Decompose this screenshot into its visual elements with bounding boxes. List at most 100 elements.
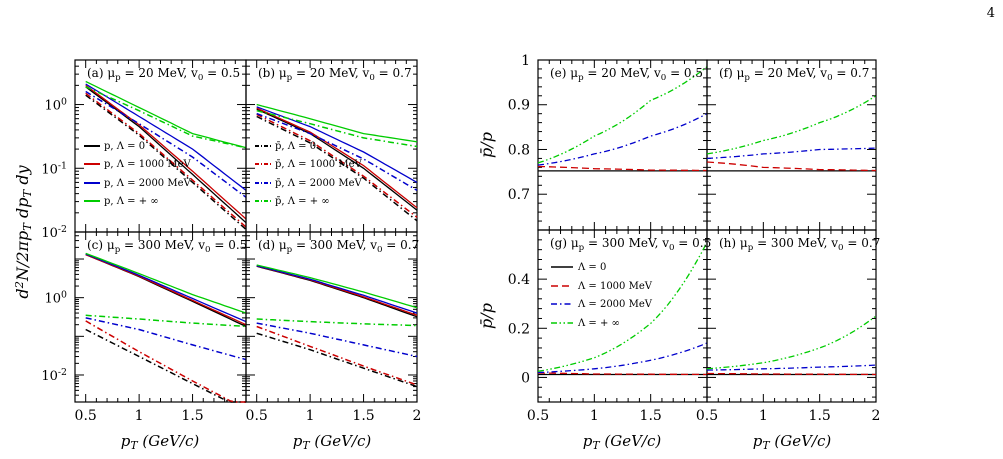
series-line xyxy=(537,165,708,172)
series-line xyxy=(256,109,418,148)
y-tick-label: 10-2​ xyxy=(41,224,67,241)
series-line xyxy=(85,253,247,323)
panel-h: (h) μp​ = 300 MeV, v0​ = 0.7 xyxy=(706,229,880,403)
x-tick-label: 2 xyxy=(413,408,422,424)
panel-frame xyxy=(537,229,708,403)
series-line xyxy=(256,322,418,358)
series-line xyxy=(256,332,418,388)
series-line xyxy=(537,342,708,374)
panel-g: (g) μp​ = 300 MeV, v0​ = 0.5 0 0.2 0.4 xyxy=(508,229,711,403)
panel-frame xyxy=(706,59,877,231)
panel-d: (d) μp​ = 300 MeV, v0​ = 0.7 xyxy=(245,231,419,403)
x-tick-label: 0.5 xyxy=(527,408,549,424)
series-line xyxy=(256,108,418,211)
y-tick-label: 0.7 xyxy=(508,187,530,203)
series-line xyxy=(537,372,708,376)
x-tick-label: 1 xyxy=(135,408,144,424)
y-tick-label: 0 xyxy=(521,370,530,386)
panel-label: (g) μp​ = 300 MeV, v0​ = 0.5 xyxy=(550,236,711,253)
legend-entry: p, Λ = + ∞ xyxy=(84,196,159,207)
legend-label: Λ = 2000 MeV xyxy=(577,299,653,310)
y-axis-label: p̄/p xyxy=(477,303,496,329)
series-line xyxy=(256,264,418,309)
y-tick-label: 100​ xyxy=(45,290,68,307)
legend-entry: p̄, Λ = 1000 MeV xyxy=(255,159,363,170)
legend-entry: p̄, Λ = 2000 MeV xyxy=(255,178,363,189)
panel-label: (f) μp​ = 20 MeV, v0​ = 0.7 xyxy=(719,66,869,83)
x-tick-label: 1 xyxy=(759,408,768,424)
series-line xyxy=(85,83,247,191)
series-line xyxy=(537,66,708,164)
x-tick-label: 1.5 xyxy=(809,408,831,424)
legend-entry: p, Λ = 2000 MeV xyxy=(84,178,192,189)
x-tick-label: 0.5 xyxy=(246,408,268,424)
x-tick-label: 1.5 xyxy=(640,408,662,424)
panel-e: (e) μp​ = 20 MeV, v0​ = 0.5 0.7 0.8 0.9 1 xyxy=(508,53,708,231)
series-line xyxy=(256,112,418,192)
legend-label: p, Λ = + ∞ xyxy=(104,196,159,207)
series-line xyxy=(537,241,708,372)
panel-a: (a) μp​ = 20 MeV, v0​ = 0.5 100​ 10-1​ 10-2… xyxy=(41,59,247,241)
series-line xyxy=(85,317,247,361)
legend-entry: p, Λ = 1000 MeV xyxy=(84,159,192,170)
panel-label: (d) μp​ = 300 MeV, v0​ = 0.7 xyxy=(258,238,419,255)
x-tick-label: 2 xyxy=(872,408,881,424)
series-line xyxy=(85,253,247,328)
series-line xyxy=(85,86,247,224)
panel-c: (c) μp​ = 300 MeV, v0​ = 0.5 100​ 10-2​ xyxy=(41,231,247,403)
legend-label: p̄, Λ = 0 xyxy=(275,141,316,152)
x-tick-label: 1.5 xyxy=(352,408,374,424)
series-line xyxy=(706,364,877,371)
y-tick-label: 0.8 xyxy=(508,142,530,158)
page-number: 4 xyxy=(986,6,995,21)
legend-label: p, Λ = 2000 MeV xyxy=(104,178,192,189)
legend-label: p, Λ = 0 xyxy=(104,141,145,152)
series-line xyxy=(256,107,418,209)
x-axis-label: pT​ (GeV/c) xyxy=(293,432,372,452)
series-line xyxy=(256,113,418,218)
series-line xyxy=(256,325,418,386)
legend-label: p̄, Λ = 2000 MeV xyxy=(275,178,363,189)
legend-label: p̄, Λ = + ∞ xyxy=(275,196,330,207)
x-tick-label: 0.5 xyxy=(696,408,718,424)
y-axis-label: p̄/p xyxy=(477,132,496,158)
series-line xyxy=(256,265,418,314)
panel-b: (b) μp​ = 20 MeV, v0​ = 0.7 xyxy=(245,59,418,233)
svg-text:p̄/p: p̄/p xyxy=(477,303,496,329)
panel-label: (c) μp​ = 300 MeV, v0​ = 0.5 xyxy=(87,238,247,255)
series-line xyxy=(706,95,877,155)
legend-label: p̄, Λ = 1000 MeV xyxy=(275,159,363,170)
x-axis-label: pT​ (GeV/c) xyxy=(121,432,200,452)
series-line xyxy=(706,161,877,172)
panel-label: (a) μp​ = 20 MeV, v0​ = 0.5 xyxy=(87,66,240,83)
svg-text:p̄/p: p̄/p xyxy=(477,132,496,158)
series-line xyxy=(85,90,247,198)
series-line xyxy=(537,113,708,166)
y-tick-label: 0.9 xyxy=(508,98,530,114)
legend-entry: Λ = 2000 MeV xyxy=(551,299,653,310)
series-line xyxy=(85,314,247,328)
series-line xyxy=(256,115,418,222)
legend-label: Λ = + ∞ xyxy=(577,318,620,329)
series-line xyxy=(256,103,418,143)
series-line xyxy=(706,147,877,160)
series-line xyxy=(706,315,877,370)
panel-f: (f) μp​ = 20 MeV, v0​ = 0.7 xyxy=(706,59,877,231)
legend-label: p, Λ = 1000 MeV xyxy=(104,159,192,170)
y-tick-label: 0.4 xyxy=(508,272,530,288)
y-tick-label: 100​ xyxy=(45,97,68,114)
x-tick-label: 0.5 xyxy=(75,408,97,424)
legend-label: Λ = 1000 MeV xyxy=(577,281,653,292)
panel-frame xyxy=(537,59,708,231)
svg-text:d2​N/2πpT​ dpT​ dy: d2​N/2πpT​ dpT​ dy xyxy=(12,164,34,298)
y-tick-label: 10-2​ xyxy=(41,367,67,384)
x-tick-label: 1.5 xyxy=(181,408,203,424)
panel-label: (e) μp​ = 20 MeV, v0​ = 0.5 xyxy=(550,66,703,83)
y-tick-label: 0.2 xyxy=(508,321,530,337)
legend-entry: Λ = 1000 MeV xyxy=(551,281,653,292)
legend-entry: p̄, Λ = 0 xyxy=(255,141,316,152)
x-tick-label: 1 xyxy=(306,408,315,424)
y-axis-label: d2​N/2πpT​ dpT​ dy xyxy=(12,164,34,298)
series-line xyxy=(85,86,247,149)
